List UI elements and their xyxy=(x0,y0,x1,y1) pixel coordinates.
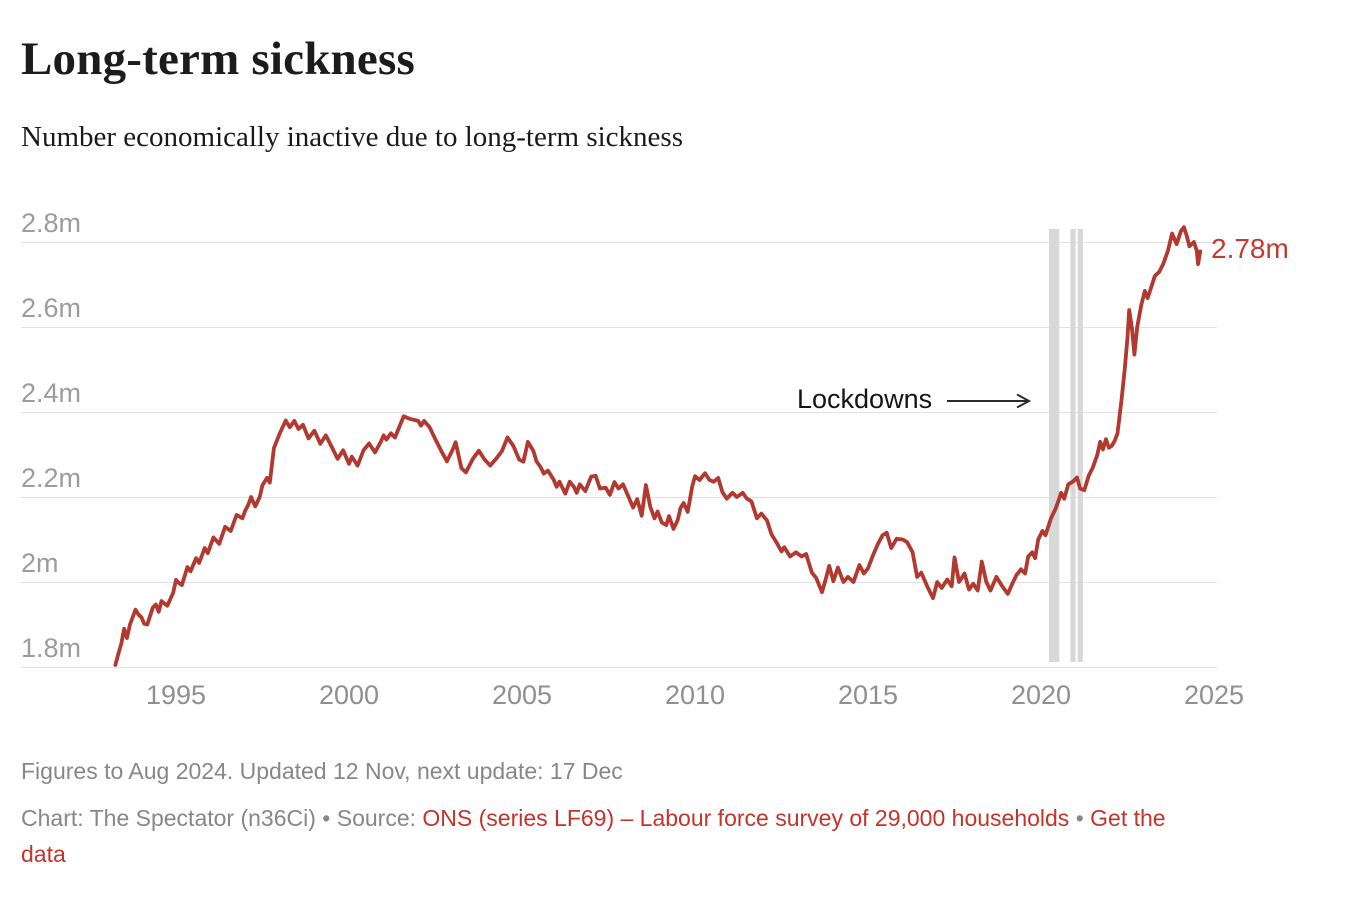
attribution-separator: • xyxy=(1069,805,1091,831)
x-tick-label-2020: 2020 xyxy=(1011,680,1071,710)
y-tick-label-2.4m: 2.4m xyxy=(21,378,81,408)
x-tick-label-2005: 2005 xyxy=(492,680,552,710)
series-line-long-term-sickness xyxy=(113,225,1203,667)
source-link[interactable]: ONS (series LF69) – Labour force survey … xyxy=(422,805,1070,831)
lockdown-band-3 xyxy=(1077,229,1083,662)
get-data-link[interactable]: Get the data xyxy=(21,805,1172,867)
lockdowns-annotation-arrow xyxy=(947,393,1032,409)
lockdown-band-2 xyxy=(1070,229,1076,662)
y-tick-label-2.2m: 2.2m xyxy=(21,463,81,493)
x-tick-label-2025: 2025 xyxy=(1184,680,1244,710)
x-tick-label-1995: 1995 xyxy=(146,680,206,710)
lockdowns-annotation-label: Lockdowns xyxy=(797,384,933,414)
chart-subtitle: Number economically inactive due to long… xyxy=(21,121,683,153)
chart-title: Long-term sickness xyxy=(21,33,415,85)
y-tick-label-2m: 2m xyxy=(21,548,59,578)
latest-value-label: 2.78m xyxy=(1211,233,1289,264)
x-tick-label-2010: 2010 xyxy=(665,680,725,710)
x-tick-label-2015: 2015 xyxy=(838,680,898,710)
lockdown-band-1 xyxy=(1048,229,1060,662)
attribution-prefix: Chart: The Spectator (n36Ci) xyxy=(21,805,316,831)
footnote: Figures to Aug 2024. Updated 12 Nov, nex… xyxy=(21,758,623,784)
y-tick-label-1.8m: 1.8m xyxy=(21,633,81,663)
y-tick-label-2.6m: 2.6m xyxy=(21,293,81,323)
source-label: Source: xyxy=(336,805,423,831)
attribution: Chart: The Spectator (n36Ci) • Source: O… xyxy=(21,800,1186,872)
x-tick-label-2000: 2000 xyxy=(319,680,379,710)
attribution-separator: • xyxy=(315,805,337,831)
y-tick-label-2.8m: 2.8m xyxy=(21,208,81,238)
